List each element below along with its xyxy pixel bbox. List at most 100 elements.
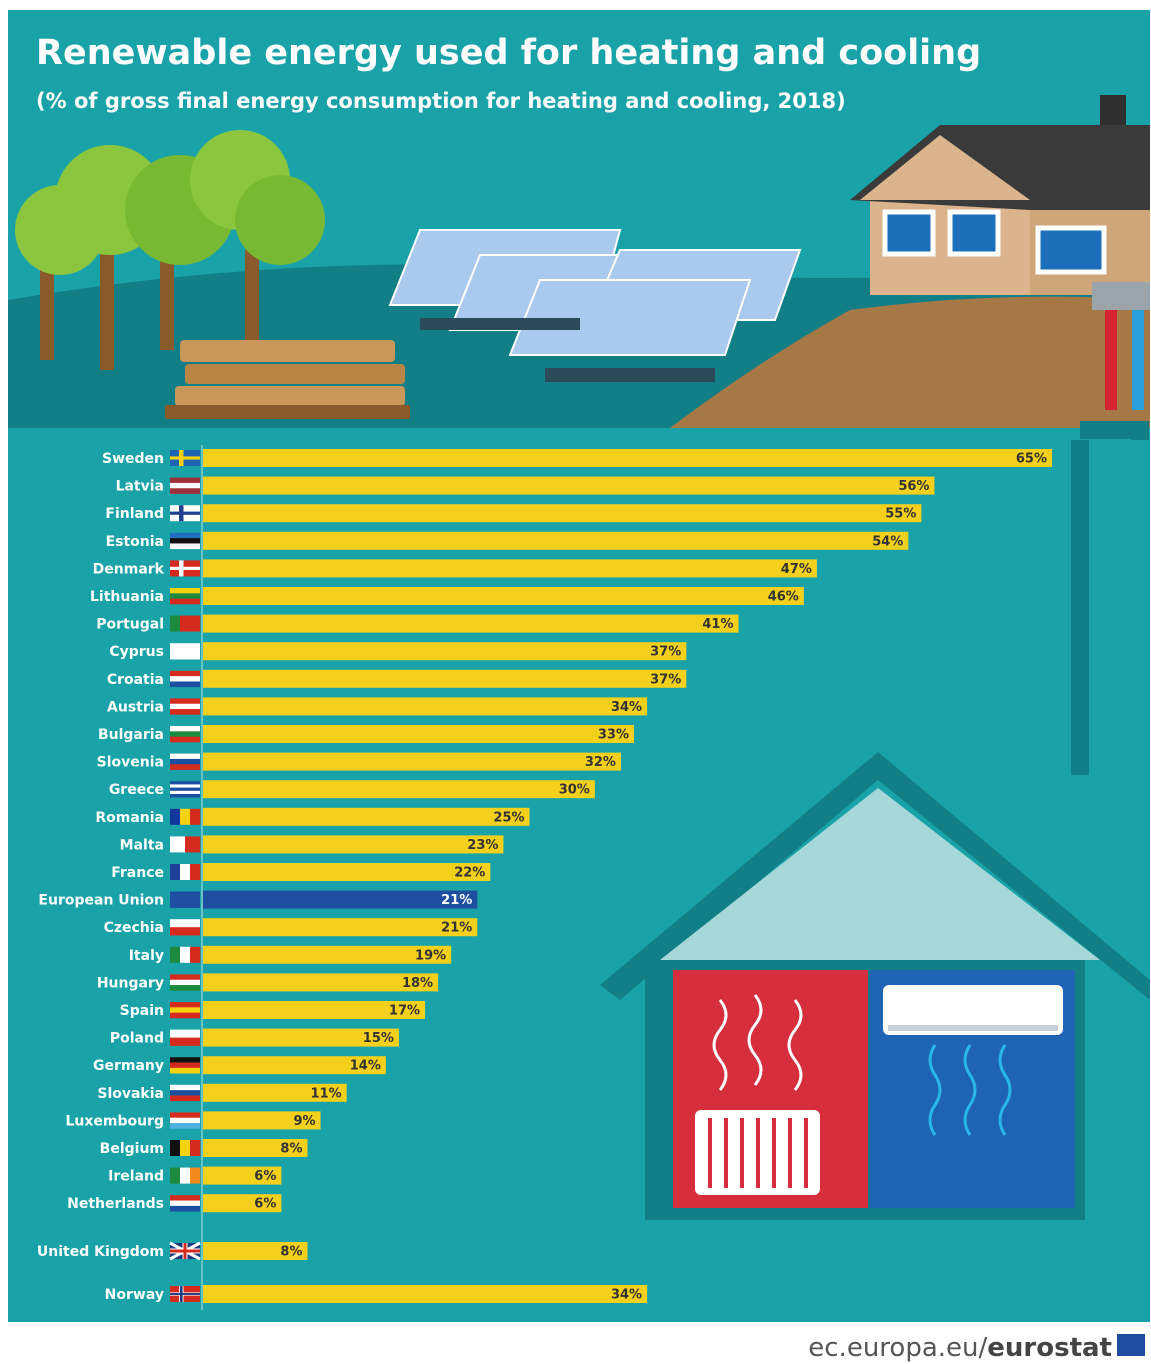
flag-stripe bbox=[170, 731, 200, 737]
flag-stripe bbox=[170, 477, 200, 484]
flag-stripe bbox=[170, 927, 200, 936]
value-label: 8% bbox=[280, 1245, 302, 1260]
category-label: Denmark bbox=[93, 561, 165, 577]
flag bbox=[170, 670, 200, 688]
flag bbox=[170, 1084, 200, 1102]
value-label: 37% bbox=[650, 645, 681, 660]
flag bbox=[170, 946, 201, 963]
flag-stripe bbox=[170, 676, 200, 682]
category-label: Malta bbox=[120, 837, 164, 853]
category-label: Sweden bbox=[102, 451, 164, 467]
category-label: Luxembourg bbox=[65, 1113, 164, 1129]
value-label: 18% bbox=[402, 976, 433, 991]
value-label: 15% bbox=[363, 1031, 394, 1046]
flag bbox=[170, 588, 200, 605]
category-label: Greece bbox=[109, 782, 164, 798]
flag-stripe bbox=[170, 538, 200, 544]
value-label: 41% bbox=[702, 617, 733, 632]
flag bbox=[170, 781, 200, 798]
bar bbox=[203, 642, 687, 661]
value-label: 25% bbox=[493, 810, 524, 825]
flag-cross bbox=[170, 1243, 200, 1259]
source: ec.europa.eu/eurostat bbox=[808, 1333, 1112, 1363]
flag-stripe bbox=[170, 1029, 200, 1038]
category-label: Lithuania bbox=[90, 589, 164, 605]
category-label: Romania bbox=[95, 810, 164, 826]
wood-pile bbox=[165, 340, 410, 419]
value-label: 21% bbox=[441, 893, 472, 908]
category-label: Austria bbox=[107, 699, 164, 715]
flag bbox=[170, 450, 200, 466]
flag bbox=[170, 532, 200, 550]
bar bbox=[203, 1166, 282, 1185]
flag bbox=[170, 836, 201, 853]
value-label: 17% bbox=[389, 1004, 420, 1019]
chart-subtitle: (% of gross final energy consumption for… bbox=[36, 89, 846, 113]
bar bbox=[203, 697, 648, 716]
flag-stripe bbox=[170, 790, 200, 795]
bar bbox=[203, 863, 491, 881]
flag bbox=[170, 974, 200, 991]
flag-stripe bbox=[170, 532, 200, 539]
chart-title: Renewable energy used for heating and co… bbox=[36, 33, 981, 73]
flag-stripe bbox=[190, 1140, 201, 1156]
flag bbox=[170, 1195, 200, 1212]
solar-panels bbox=[388, 229, 802, 382]
bar bbox=[203, 1285, 648, 1303]
flag-stripe bbox=[170, 985, 200, 991]
flag-cross bbox=[170, 456, 200, 460]
flag-stripe bbox=[170, 1200, 200, 1207]
flag-stripe bbox=[170, 703, 200, 710]
bar bbox=[203, 1242, 308, 1260]
bar bbox=[203, 1083, 347, 1102]
flag bbox=[170, 1029, 200, 1046]
category-label: Italy bbox=[129, 948, 164, 964]
flag bbox=[170, 477, 200, 494]
flag-stripe bbox=[170, 1012, 200, 1019]
flag-stripe bbox=[170, 736, 200, 743]
bar bbox=[203, 1111, 321, 1130]
bar bbox=[203, 945, 452, 964]
category-label: Latvia bbox=[116, 479, 164, 495]
bar bbox=[203, 1056, 386, 1075]
value-label: 47% bbox=[781, 562, 812, 577]
trees bbox=[15, 130, 325, 370]
bar bbox=[203, 476, 935, 495]
flag-stripe bbox=[170, 543, 200, 550]
flag-stripe bbox=[170, 753, 200, 760]
bar bbox=[203, 531, 909, 550]
flag bbox=[170, 643, 200, 660]
bar bbox=[203, 1139, 308, 1157]
flag-stripe bbox=[170, 598, 200, 605]
category-label: European Union bbox=[38, 893, 164, 909]
flag-stripe bbox=[170, 1067, 200, 1074]
flag-stripe bbox=[170, 974, 200, 981]
flag-stripe bbox=[170, 1037, 200, 1046]
flag bbox=[170, 726, 200, 743]
bar bbox=[203, 752, 621, 771]
bar bbox=[203, 780, 595, 799]
value-label: 11% bbox=[311, 1086, 342, 1101]
bar bbox=[203, 504, 922, 523]
flag-stripe bbox=[170, 482, 200, 489]
flag-stripe bbox=[170, 784, 200, 788]
value-label: 8% bbox=[280, 1142, 302, 1157]
flag-stripe bbox=[170, 681, 200, 688]
flag-stripe bbox=[170, 836, 186, 853]
flag-stripe bbox=[170, 1095, 200, 1102]
category-label: Poland bbox=[110, 1031, 164, 1047]
bar bbox=[203, 1001, 426, 1019]
flag bbox=[170, 808, 201, 825]
flag-stripe bbox=[170, 1002, 200, 1008]
category-label: United Kingdom bbox=[37, 1244, 164, 1260]
category-label: Spain bbox=[120, 1003, 164, 1019]
flag-stripe bbox=[170, 919, 200, 928]
value-label: 32% bbox=[585, 755, 616, 770]
flag-stripe bbox=[170, 488, 200, 494]
value-label: 21% bbox=[441, 921, 472, 936]
flag-stripe bbox=[180, 1167, 191, 1184]
flag-stripe bbox=[170, 808, 181, 825]
flag-stripe bbox=[170, 794, 200, 798]
flag-cross bbox=[170, 511, 200, 515]
